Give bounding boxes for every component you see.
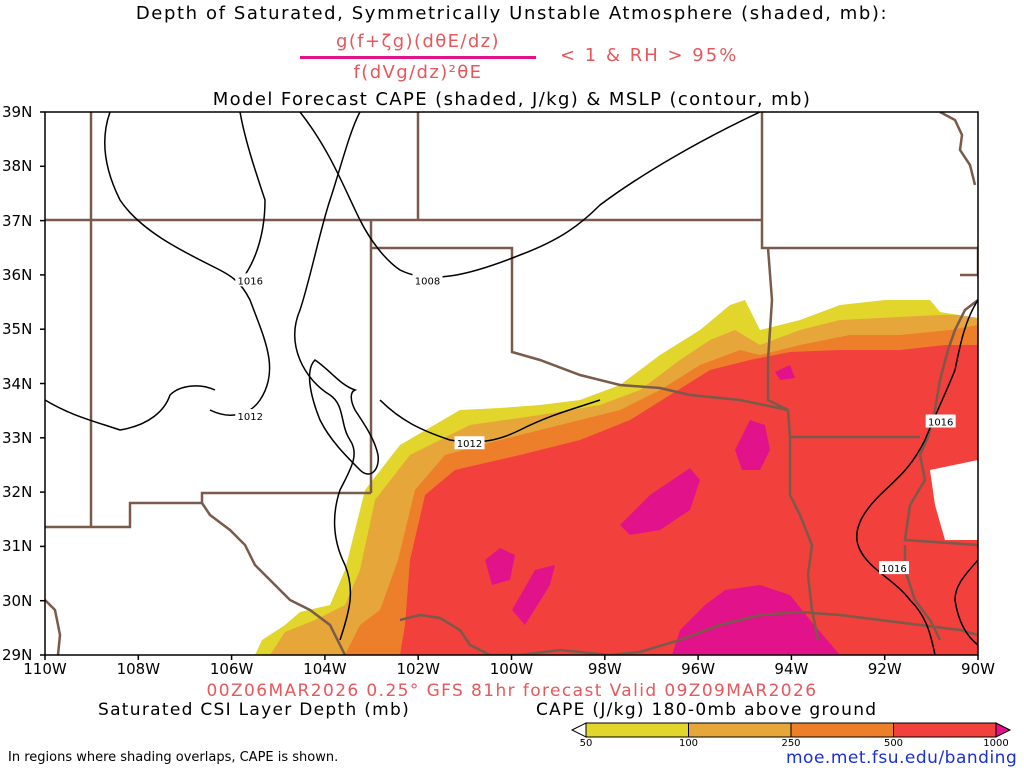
latitude-label: 32N [2,483,33,502]
csi-legend-title: Saturated CSI Layer Depth (mb) [98,700,411,720]
colorbar-segment [790,722,894,738]
contour-label-text: 1012 [457,439,482,450]
contour-label: 1008 [412,273,443,287]
cape-shading [255,295,978,655]
cape-legend-title: CAPE (J/kg) 180-0mb above ground [536,700,878,720]
colorbar-segment [688,722,792,738]
latitude-label: 37N [2,211,33,230]
longitude-label: 110W [23,660,67,678]
colorbar-tick-label: 500 [883,738,904,749]
longitude-label: 106W [209,660,254,678]
axis-ticks [40,111,979,660]
border-west-mexico [45,599,62,655]
contour-1016-se [954,559,978,646]
contour-label-background [454,436,485,450]
cape-over-1000-shade-2 [485,548,515,585]
contour-label-background [925,414,956,428]
contour-label: 1012 [235,409,266,423]
border-panhandle [371,246,789,412]
border-tx-nm-south [45,491,371,529]
colorbar-tick-label: 50 [579,738,593,749]
coastline [399,610,978,655]
contour-1012-loop [308,359,379,475]
border-rio-grande [200,502,347,655]
longitude-label: 102W [396,660,440,678]
latitude-label: 34N [2,374,33,393]
contour-1016-west [104,112,271,416]
fraction-denominator: f(dVg/dz)²θE [353,62,483,83]
cape-over-1000-shade-6 [775,365,795,380]
cape-over-1000-shade-3 [512,565,555,625]
contour-label-background [879,561,910,575]
contour-label-text: 1008 [415,276,440,287]
contour-label-text: 1016 [928,418,953,429]
latitude-label: 31N [2,537,33,556]
contour-1012-east [379,399,601,443]
latitude-label: 29N [2,646,33,664]
csi-criterion-fraction: g(f+ζg)(dθE/dz) f(dVg/dz)²θE [300,30,536,85]
contour-label: 1016 [235,273,266,287]
contour-1012-west [45,385,216,431]
border-ar-mo [760,220,978,277]
contour-1008 [299,112,761,278]
title-line-3: Model Forecast CAPE (shaded, J/kg) & MSL… [212,89,812,110]
cape-gap-east [930,460,978,540]
title-line-1: Depth of Saturated, Symmetrically Unstab… [135,3,889,24]
overlap-note: In regions where shading overlaps, CAPE … [8,750,339,765]
longitude-label: 92W [867,660,902,678]
csi-condition: < 1 & RH > 95% [560,45,739,66]
colorbar-tick-label: 1000 [983,738,1009,749]
contour-label-layer: 1016 1008 1012 1012 1016 1016 [235,273,956,575]
cape-over-1000-shade-4 [620,468,700,535]
cape-over-1000-shade-1 [672,585,840,655]
source-url[interactable]: moe.met.fsu.edu/banding [786,748,1018,768]
colorbar-segment [995,722,1012,738]
contour-label: 1012 [454,436,485,450]
fraction-bar [300,56,536,59]
colorbar-tick-label: 100 [678,738,699,749]
colorbar-segment [585,722,689,738]
cape-over-1000-shade-5 [735,420,770,470]
latitude-label: 38N [2,157,33,176]
cape-gap-ne [930,295,978,318]
contour-label-text: 1016 [238,276,263,287]
longitude-label: 94W [774,660,809,678]
longitude-label: 98W [587,660,622,678]
contour-label-background [235,409,266,423]
colorbar-segment [570,722,587,738]
contour-label: 1016 [925,414,956,429]
longitude-label: 96W [681,660,716,678]
contour-1012-mid [294,112,361,641]
longitude-label: 90W [961,660,995,678]
border-ne-arkansas [939,112,977,186]
contour-1016-upper [239,112,266,276]
border-tx-ok-east [766,247,789,412]
contour-1016-east [856,299,978,655]
latitude-label: 33N [2,428,33,447]
border-tx-la [788,437,820,641]
state-borders [45,112,978,655]
contour-label: 1016 [879,561,910,575]
longitude-label: 104W [303,660,347,678]
latitude-label: 30N [2,591,33,610]
contour-label-background [412,273,443,287]
fraction-numerator: g(f+ζg)(dθE/dz) [336,31,500,52]
contour-label-background [235,273,266,287]
colorbar-segment [893,722,997,738]
latitude-label: 35N [2,320,33,339]
cape-colorbar [570,722,1012,738]
latitude-label: 36N [2,265,33,284]
colorbar-tick-label: 250 [781,738,801,749]
forecast-valid-line: 00Z06MAR2026 0.25° GFS 81hr forecast Val… [206,681,818,701]
contour-label-text: 1016 [881,564,906,575]
longitude-label: 108W [116,660,161,678]
latitude-label: 39N [2,103,33,121]
longitude-label: 100W [489,660,534,678]
mslp-contours [45,112,978,655]
contour-label-text: 1012 [238,412,263,423]
